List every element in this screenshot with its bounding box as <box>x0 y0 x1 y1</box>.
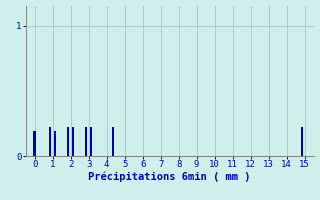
Bar <box>72 127 75 156</box>
X-axis label: Précipitations 6min ( mm ): Précipitations 6min ( mm ) <box>88 172 251 182</box>
Bar <box>85 127 87 156</box>
Bar <box>67 127 69 156</box>
Bar <box>112 127 114 156</box>
Bar <box>49 127 51 156</box>
Bar <box>301 127 303 156</box>
Bar <box>33 131 36 156</box>
Bar <box>54 131 56 156</box>
Bar <box>90 127 92 156</box>
